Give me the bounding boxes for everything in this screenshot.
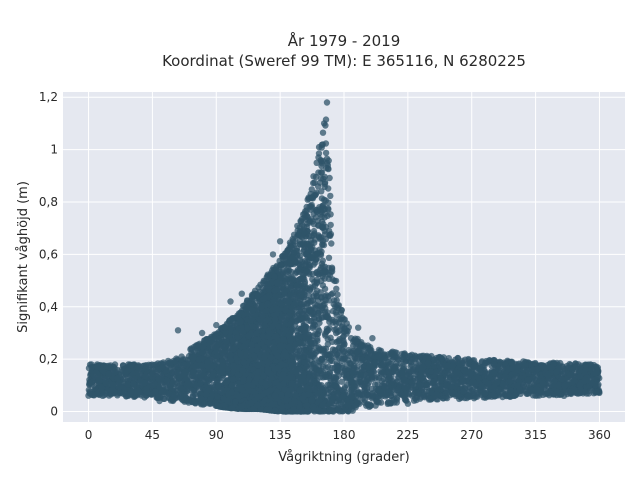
data-point [424, 381, 431, 389]
data-point [337, 309, 345, 317]
data-point [529, 392, 537, 399]
data-point [324, 212, 331, 220]
data-point [316, 179, 324, 186]
data-point [177, 384, 184, 392]
data-point [278, 314, 285, 321]
data-point [361, 396, 368, 404]
data-point [287, 291, 294, 299]
data-point [316, 362, 323, 370]
data-points [85, 99, 603, 415]
data-point [327, 192, 334, 200]
data-point [520, 382, 527, 389]
data-point [178, 353, 185, 360]
data-point [470, 389, 478, 396]
data-point [363, 402, 370, 409]
data-point [311, 371, 318, 379]
data-point [334, 291, 341, 298]
data-point [322, 364, 329, 371]
chart-title-line-1: År 1979 - 2019 [288, 31, 401, 50]
data-point [322, 149, 330, 157]
data-point [333, 297, 340, 304]
data-point [333, 285, 340, 292]
data-point [566, 360, 573, 368]
chart-title-line-2: Koordinat (Sweref 99 TM): E 365116, N 62… [162, 52, 526, 70]
data-point [308, 201, 315, 209]
data-point [321, 183, 328, 191]
data-point [321, 179, 329, 186]
data-point [325, 254, 333, 261]
data-point [338, 378, 345, 385]
data-point [517, 390, 524, 397]
data-point [325, 206, 332, 213]
data-point [322, 223, 330, 231]
data-point [312, 256, 319, 263]
data-point [319, 129, 327, 136]
data-point [177, 392, 184, 399]
data-point [161, 395, 168, 402]
data-point [328, 240, 335, 247]
data-point [336, 336, 343, 343]
